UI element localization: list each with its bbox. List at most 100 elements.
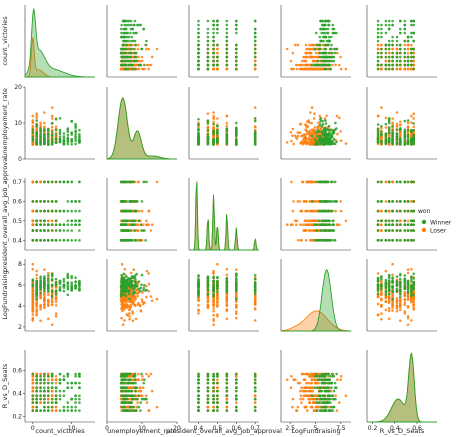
point-winner [326, 180, 329, 184]
point-winner [380, 124, 383, 128]
point-loser [395, 125, 399, 128]
point-loser [54, 300, 58, 304]
point-loser [138, 59, 142, 63]
point-winner [403, 200, 407, 203]
point-loser [309, 67, 313, 71]
point-winner [225, 23, 229, 27]
point-winner [134, 55, 137, 59]
point-winner [412, 67, 416, 71]
kde-winner [106, 97, 177, 160]
point-winner [330, 209, 333, 213]
point-winner [54, 229, 58, 232]
point-winner [50, 140, 54, 143]
point-loser [31, 142, 35, 145]
point-loser [295, 223, 298, 226]
point-winner [206, 67, 210, 71]
point-winner [331, 219, 335, 223]
point-winner [315, 43, 318, 47]
point-winner [47, 142, 50, 146]
point-winner [235, 59, 238, 63]
point-winner [144, 239, 147, 242]
point-winner [376, 209, 380, 213]
point-winner [35, 200, 38, 203]
point-loser [380, 67, 383, 71]
panel-president_overall_avg_job_approval-vs-LogFundraising [280, 178, 351, 251]
point-winner [212, 39, 215, 43]
point-winner [50, 295, 54, 298]
point-loser [309, 138, 313, 142]
point-winner [410, 23, 413, 27]
point-winner [403, 239, 407, 242]
point-winner [197, 19, 200, 23]
point-winner [206, 59, 210, 63]
point-winner [127, 229, 130, 232]
point-loser [145, 63, 149, 67]
point-winner [129, 209, 132, 213]
point-winner [78, 281, 81, 284]
point-winner [206, 47, 210, 51]
point-winner [235, 27, 238, 31]
point-winner [54, 200, 58, 203]
point-winner [120, 229, 123, 232]
point-winner [376, 123, 380, 126]
point-winner [316, 59, 320, 63]
point-winner [225, 137, 229, 140]
point-winner [403, 223, 407, 226]
point-winner [376, 138, 380, 141]
point-winner [406, 129, 410, 132]
point-loser [304, 55, 308, 59]
point-loser [303, 67, 307, 71]
point-winner [225, 35, 229, 39]
point-winner [391, 23, 394, 27]
point-winner [197, 39, 200, 43]
point-winner [412, 139, 416, 143]
point-loser [406, 121, 410, 125]
point-loser [43, 125, 46, 128]
point-winner [47, 209, 50, 213]
point-winner [120, 55, 124, 59]
point-winner [399, 200, 402, 203]
point-winner [412, 31, 416, 35]
point-winner [66, 180, 70, 184]
point-loser [308, 47, 311, 51]
point-loser [308, 200, 312, 203]
point-winner [327, 23, 330, 27]
point-loser [334, 209, 337, 213]
point-winner [74, 133, 77, 136]
point-winner [66, 281, 70, 285]
point-winner [197, 27, 200, 31]
point-loser [289, 223, 293, 226]
point-loser [307, 219, 310, 223]
point-loser [339, 67, 343, 71]
point-winner [140, 229, 143, 232]
point-loser [335, 114, 339, 118]
point-winner [395, 200, 399, 203]
point-winner [399, 229, 402, 232]
point-winner [121, 59, 125, 63]
point-winner [384, 55, 388, 59]
point-winner [54, 293, 58, 296]
point-winner [121, 35, 125, 39]
point-loser [384, 59, 388, 63]
point-loser [410, 121, 413, 124]
point-winner [406, 200, 410, 203]
point-winner [320, 219, 324, 223]
point-loser [290, 67, 293, 71]
point-winner [376, 128, 380, 131]
point-loser [31, 219, 35, 223]
point-winner [403, 219, 407, 223]
point-winner [62, 209, 66, 213]
point-winner [216, 128, 219, 132]
point-winner [133, 39, 137, 43]
point-loser [309, 111, 312, 114]
point-winner [54, 137, 58, 140]
point-winner [391, 51, 394, 55]
panel-unemployement_rate-vs-unemployement_rate [106, 87, 177, 160]
point-loser [137, 43, 140, 47]
point-winner [330, 35, 333, 39]
point-winner [412, 180, 416, 184]
point-winner [129, 55, 133, 59]
point-winner [323, 23, 326, 27]
point-winner [395, 135, 399, 139]
point-winner [35, 142, 38, 146]
